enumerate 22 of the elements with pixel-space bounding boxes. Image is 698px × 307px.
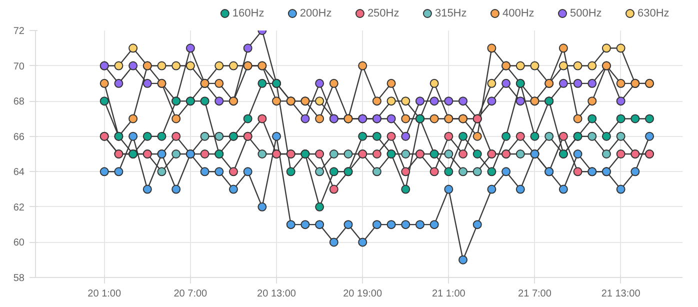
legend-label: 315Hz <box>434 8 467 20</box>
y-tick-label: 62 <box>13 202 25 214</box>
legend-label: 500Hz <box>570 8 602 20</box>
y-tick-label: 64 <box>13 167 25 178</box>
y-tick-label: 58 <box>13 273 25 284</box>
x-tick-label: 20 13:00 <box>257 288 296 300</box>
y-tick-label: 66 <box>13 132 25 143</box>
x-tick-label: 21 7:00 <box>518 288 552 300</box>
x-tick-label: 21 13:00 <box>601 288 641 300</box>
x-tick-label: 21 1:00 <box>432 288 466 300</box>
legend-label: 160Hz <box>232 8 264 20</box>
x-tick-label: 20 19:00 <box>343 288 382 300</box>
legend-label: 630Hz <box>637 8 670 20</box>
y-tick-label: 70 <box>13 61 25 72</box>
legend-label: 200Hz <box>300 8 332 20</box>
y-tick-label: 68 <box>13 96 25 108</box>
y-tick-label: 72 <box>13 26 25 37</box>
legend-label: 250Hz <box>367 8 400 20</box>
legend-label: 400Hz <box>502 8 534 20</box>
y-tick-label: 60 <box>13 238 25 249</box>
x-tick-label: 20 7:00 <box>174 288 208 300</box>
x-tick-label: 20 1:00 <box>88 288 122 300</box>
